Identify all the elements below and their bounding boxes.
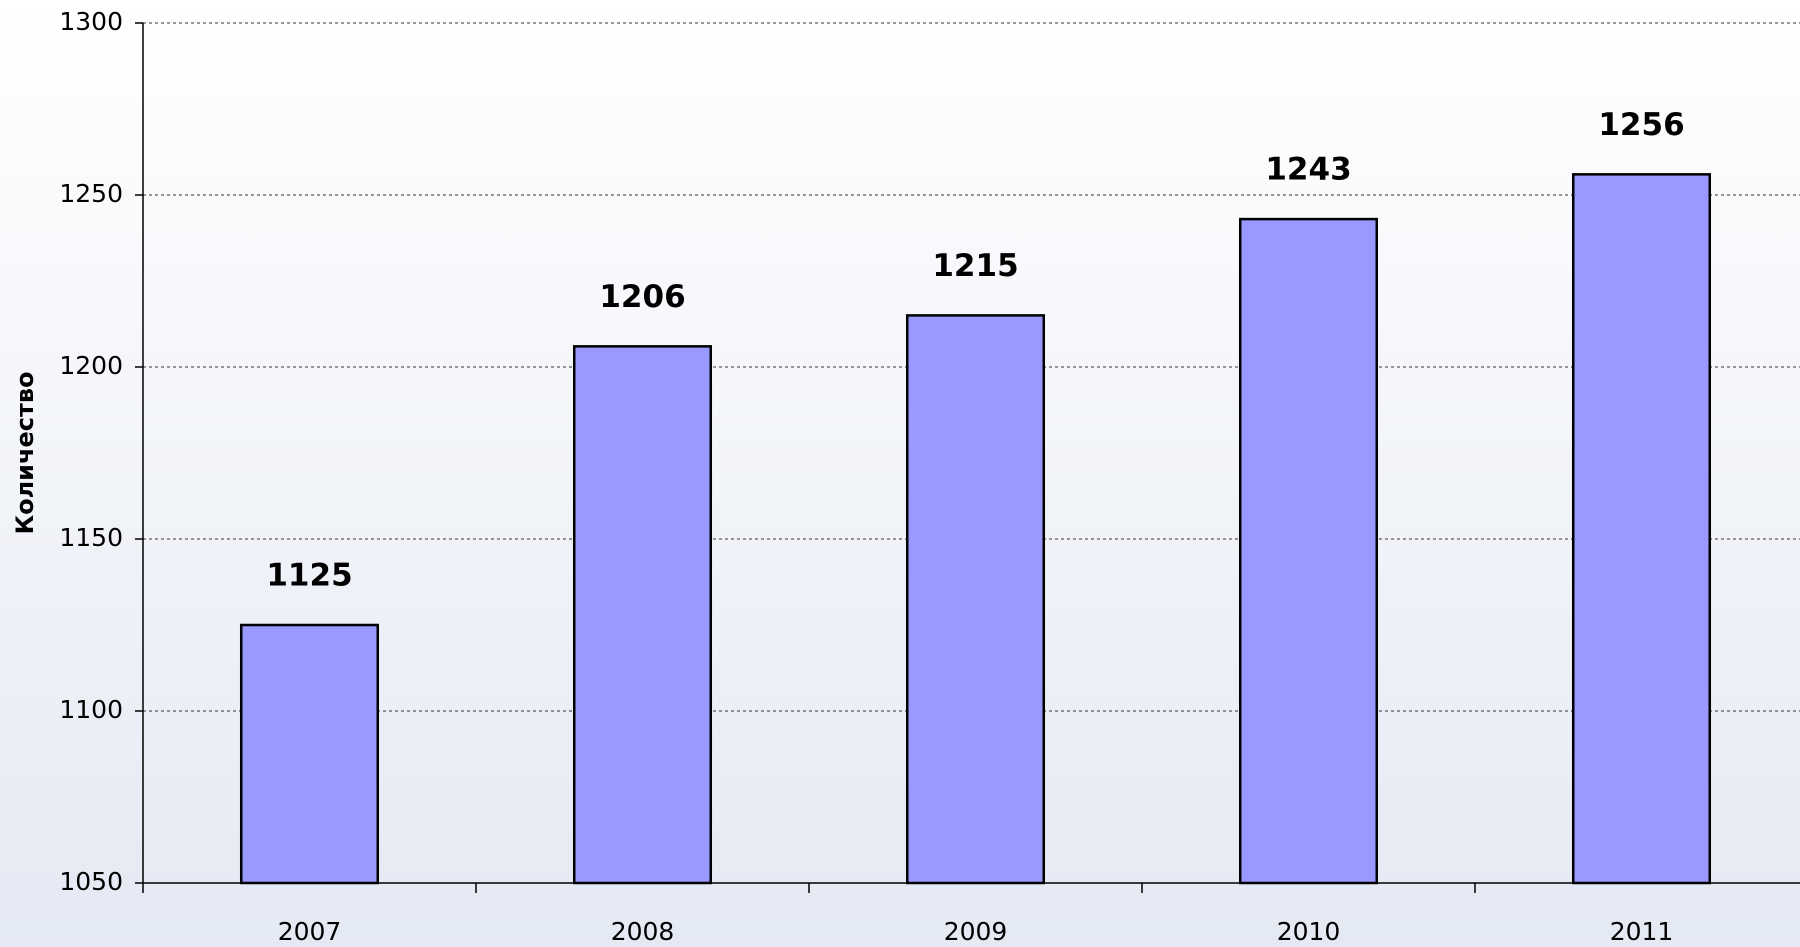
y-tick-label: 1100 [59,695,123,724]
y-tick-label: 1250 [59,179,123,208]
x-tick-label: 2011 [1610,917,1674,946]
data-label: 1256 [1598,107,1684,143]
x-tick-label: 2007 [278,917,342,946]
data-label: 1243 [1265,152,1351,188]
y-tick-label: 1200 [59,351,123,380]
bar [905,314,1046,885]
bar [1571,173,1712,885]
data-label: 1125 [266,558,352,594]
bar [572,345,713,885]
x-tick-label: 2008 [611,917,675,946]
data-label: 1215 [932,248,1018,284]
y-tick-label: 1300 [59,7,123,36]
y-axis-label: Количество [11,371,39,534]
x-tick-label: 2009 [944,917,1008,946]
x-tick-label: 2010 [1277,917,1341,946]
y-tick-label: 1150 [59,523,123,552]
data-label: 1206 [599,279,685,315]
y-tick-label: 1050 [59,867,123,896]
bar [239,623,380,885]
bar [1238,217,1379,885]
